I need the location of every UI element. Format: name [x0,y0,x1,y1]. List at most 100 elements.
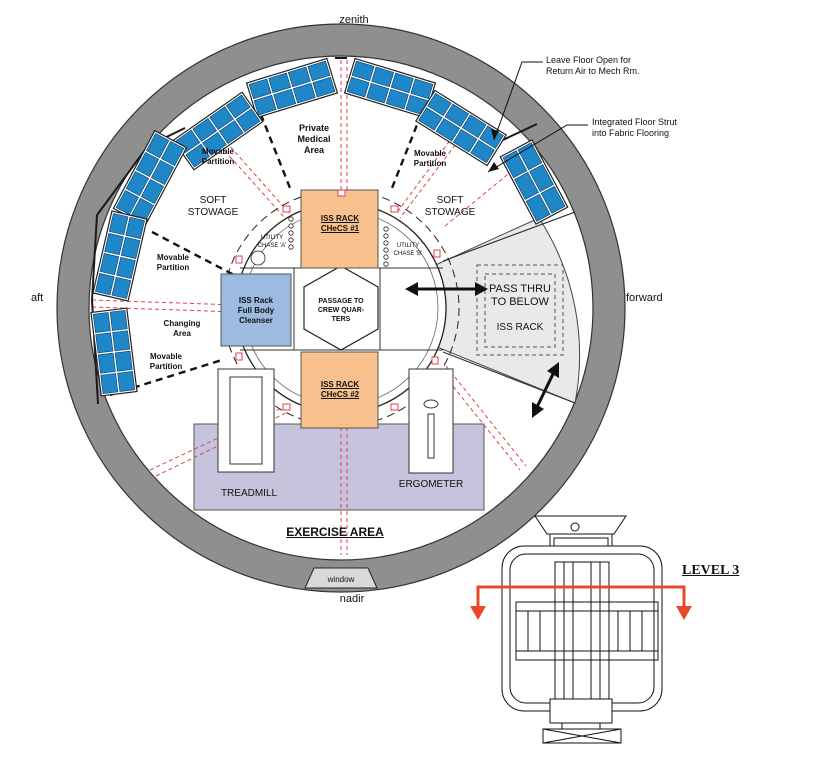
pass-thru-outer-box [476,264,564,356]
solar-cell [146,132,170,159]
soft-stowage-label-fwd: SOFT STOWAGE [424,195,476,218]
solar-cell [517,142,543,171]
solar-cell [202,131,227,156]
utility-chase-a-pipes [250,216,294,266]
solar-cell [115,189,139,216]
level-3-label: LEVEL 3 [682,563,740,578]
floor-open-callout: Leave Floor Open for Return Air to Mech … [546,55,640,76]
solar-cell [135,151,160,178]
solar-cell [114,350,133,372]
solar-cell [346,76,370,98]
solar-cell [502,150,528,179]
solar-cell [525,193,551,222]
ergometer-rail [427,413,435,459]
solar-cell [390,72,414,94]
passage-label: PASSAGE TO CREW QUAR- TERS [317,298,365,323]
utility-chase-a-label: UTILITY CHASE 'A' [257,235,287,249]
solar-cell [312,76,336,98]
solar-cell [185,143,210,168]
floor-strut-callout: Integrated Floor Strut into Fabric Floor… [592,117,678,138]
nadir-label: nadir [339,593,365,605]
ergometer-seat [423,399,439,409]
passage-arrows [405,282,559,418]
treadmill-label: TREADMILL [220,488,278,499]
solar-cell [529,164,554,192]
solar-cell [192,118,218,142]
solar-cell [111,276,132,299]
solar-cell [248,78,272,100]
solar-cell [99,253,120,276]
solar-cell [268,72,292,94]
pass-thru-label: PASS THRU TO BELOW [489,283,551,308]
soft-stowage-label-aft: SOFT STOWAGE [187,195,239,218]
pass-thru-rack-label: ISS RACK [496,322,544,333]
movable-partition-label-4: Movable Partition [149,352,183,371]
solar-panel-array [499,139,569,225]
checs-1-label: ISS RACK CHeCS #1 [320,214,360,233]
changing-area-label: Changing Area [163,319,201,338]
utility-chase-b-pipes [383,226,389,267]
solar-cell [514,172,539,200]
solar-cell [452,128,478,153]
core-anchor-points [235,189,441,411]
passage-hexagon [303,265,379,351]
solar-cell [351,60,375,82]
solar-cell [161,140,185,167]
solar-cell [104,233,124,256]
solar-cell [218,120,244,144]
solar-cell [95,272,115,296]
solar-panel-array [415,89,507,167]
solar-cell [109,310,128,331]
solar-cell [444,103,470,128]
solar-cell [226,94,251,119]
solar-cell [366,82,390,104]
movable-partition-label-3: Movable Partition [156,253,190,272]
solar-panel-array [112,129,188,227]
solar-cell [385,88,409,110]
solar-cell [140,178,165,205]
solar-cell [410,78,434,100]
solar-cell [116,256,136,279]
solar-panel-array [245,57,339,119]
forward-label: forward [626,292,663,304]
callout-leaders [487,61,588,173]
solar-cell [120,236,141,259]
solar-cell [112,330,131,352]
solar-cell [125,170,150,197]
pass-thru-wall-upper [442,211,576,262]
solar-panels [90,57,569,397]
solar-cell [150,159,175,186]
checs-2-label: ISS RACK CHeCS #2 [320,380,360,399]
solar-cell [427,92,452,117]
solar-panel-array [90,307,138,397]
solar-cell [92,312,111,333]
treadmill-belt [229,376,263,465]
solar-panel-array [343,57,437,119]
aft-label: aft [31,292,44,304]
utility-chase-b-label: UTILITY CHASE 'B' [393,243,423,257]
solar-cell [117,371,136,392]
solar-cell [97,352,116,374]
pass-thru-wall-lower [442,351,576,404]
full-body-cleanser-label: ISS Rack Full Body Cleanser [237,296,275,325]
solar-cell [418,107,443,131]
checs-1-rack [300,189,379,269]
movable-partition-label-1: Movable Partition [201,147,235,166]
solar-cell [461,114,487,138]
nadir-window [304,567,378,589]
solar-cell [273,88,297,110]
zenith-label: zenith [339,14,369,26]
solar-cell [125,216,145,240]
solar-cell [540,185,566,214]
solar-cell [287,66,311,88]
solar-cell [209,106,234,131]
pass-thru-inner-box [484,273,556,348]
solar-cell [307,60,331,82]
solar-cell [371,66,395,88]
solar-cell [292,82,316,104]
ergometer-label: ERGOMETER [398,479,464,490]
window-label: window [327,575,355,584]
level-3-section-arrow [470,585,692,620]
